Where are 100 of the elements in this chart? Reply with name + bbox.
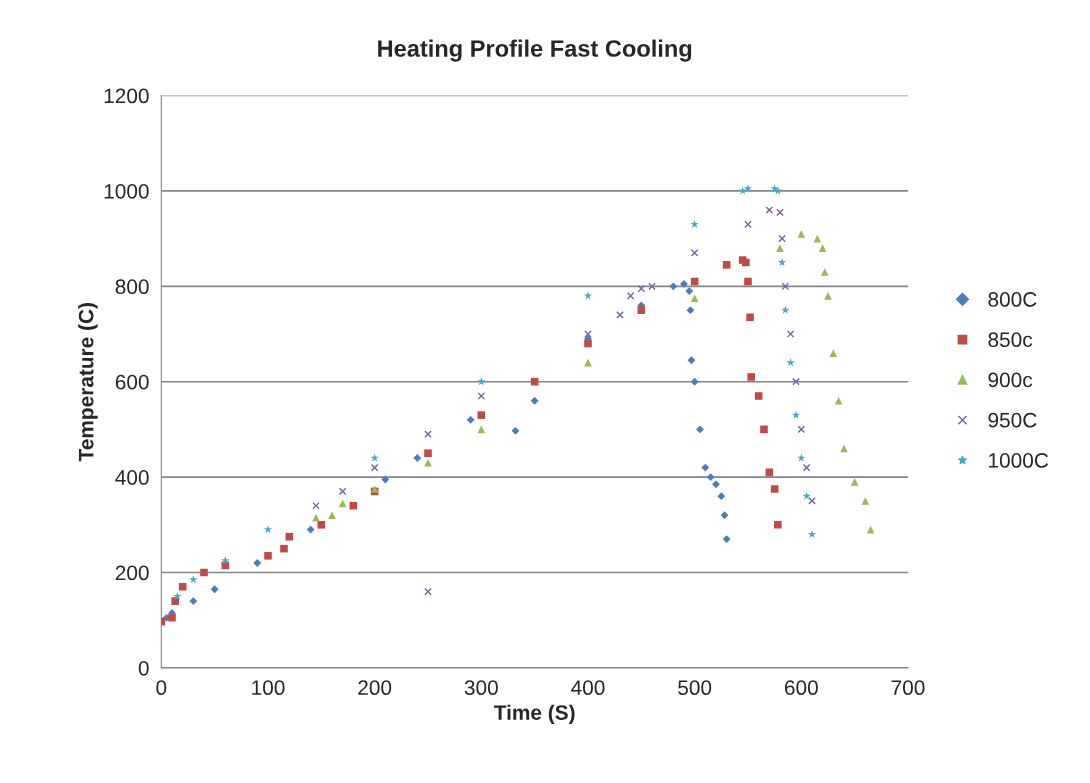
point: [776, 208, 784, 217]
point: [792, 377, 800, 386]
point: [583, 291, 593, 300]
point: [338, 499, 347, 508]
point: [253, 559, 262, 567]
point: [477, 377, 486, 386]
point: [696, 425, 704, 434]
point: [317, 521, 326, 529]
point: [686, 306, 695, 315]
point: [424, 458, 432, 467]
point: [171, 597, 179, 605]
chart-title: Heating Profile Fast Cooling: [378, 39, 692, 62]
x-tick-label: 100: [252, 680, 285, 696]
point: [690, 294, 699, 303]
point: [370, 453, 379, 462]
y-tick-label: 0: [138, 660, 149, 676]
legend-label: 800C: [988, 292, 1037, 307]
point: [818, 244, 827, 252]
point: [306, 525, 315, 534]
point: [712, 480, 720, 489]
point: [530, 396, 539, 405]
point: [813, 234, 822, 243]
point: [680, 280, 688, 288]
legend-label: 950C: [988, 412, 1037, 428]
point: [797, 425, 806, 434]
point: [381, 475, 390, 484]
point: [802, 463, 811, 472]
legend-label: 900c: [988, 372, 1033, 388]
x-tick-label: 0: [156, 680, 167, 696]
y-tick-label: 200: [115, 565, 149, 581]
x-tick-label: 300: [464, 680, 498, 696]
point: [786, 358, 795, 367]
legend-label: 850c: [988, 332, 1033, 348]
point: [285, 532, 294, 541]
point: [424, 449, 432, 458]
point: [221, 556, 230, 565]
point: [829, 349, 838, 357]
point: [477, 392, 486, 400]
x-axis-title: Time (S): [493, 704, 575, 725]
point: [786, 330, 795, 338]
point: [774, 521, 782, 529]
point: [742, 258, 750, 267]
y-axis-title: Temperature (C): [78, 303, 98, 462]
point: [263, 525, 273, 534]
point: [760, 425, 768, 434]
point: [280, 544, 288, 553]
point: [687, 356, 696, 365]
point: [669, 282, 678, 291]
point: [189, 575, 198, 584]
point: [701, 463, 710, 472]
point: [743, 184, 753, 193]
point: [744, 220, 752, 229]
point: [178, 583, 187, 591]
point: [690, 219, 699, 228]
x-tick-label: 600: [784, 680, 818, 696]
point: [781, 282, 790, 291]
x-tick-label: 500: [678, 680, 712, 696]
point: [424, 430, 432, 438]
point: [349, 501, 358, 510]
point: [720, 511, 729, 520]
y-tick-label: 1200: [104, 88, 149, 104]
point: [511, 426, 520, 435]
point: [807, 529, 817, 538]
point: [530, 377, 539, 386]
point: [477, 411, 486, 419]
y-tick-label: 600: [115, 374, 149, 390]
point: [850, 478, 859, 486]
point: [802, 491, 811, 500]
point: [722, 535, 731, 544]
point: [413, 454, 422, 462]
y-tick-label: 800: [115, 279, 149, 295]
legend-label: 1000C: [989, 453, 1049, 468]
point: [722, 261, 731, 269]
x-tick-label: 400: [571, 680, 605, 696]
y-tick-label: 400: [115, 470, 149, 485]
x-tick-label: 700: [891, 680, 925, 696]
point: [466, 415, 475, 424]
point: [312, 501, 320, 510]
point: [776, 244, 784, 252]
point: [626, 292, 635, 300]
point: [861, 497, 870, 505]
point: [424, 587, 432, 596]
point: [616, 311, 624, 319]
point: [834, 396, 843, 405]
point: [264, 552, 272, 560]
point: [747, 373, 755, 381]
y-tick-label: 1000: [104, 183, 149, 199]
point: [706, 473, 715, 482]
point: [791, 410, 801, 419]
point: [648, 282, 656, 291]
point: [584, 330, 592, 338]
point: [754, 392, 763, 400]
point: [477, 425, 486, 434]
point: [717, 492, 726, 501]
point: [200, 568, 208, 577]
point: [781, 305, 790, 314]
point: [746, 313, 754, 322]
point: [777, 258, 787, 267]
point: [824, 292, 832, 300]
point: [770, 485, 779, 493]
